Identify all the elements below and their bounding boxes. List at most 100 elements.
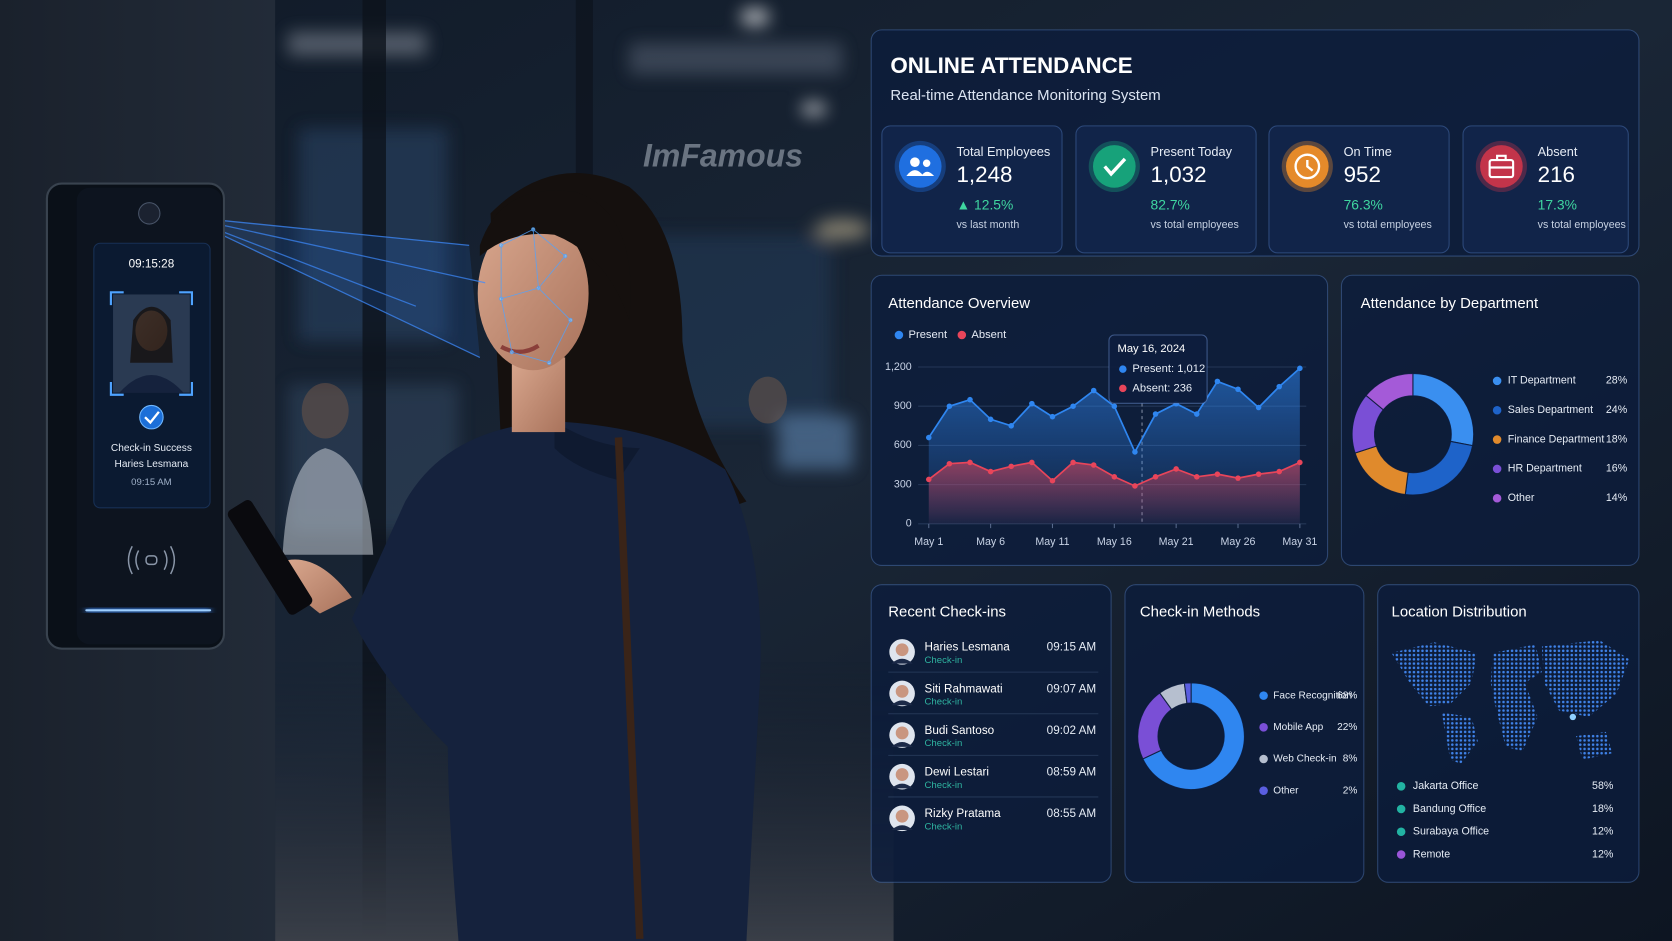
legend-swatch: [1259, 786, 1268, 795]
location-swatch: [1396, 827, 1406, 837]
stat-icon: [1480, 145, 1523, 188]
x-tick-label: May 11: [1035, 536, 1069, 548]
data-point: [1297, 459, 1303, 466]
map: [1391, 640, 1630, 764]
stat-change: ▲ 12.5%: [956, 197, 1013, 213]
data-point: [1214, 471, 1221, 477]
data-point: [967, 396, 973, 403]
stat-value: 952: [1344, 162, 1381, 187]
y-tick-label: 0: [906, 518, 912, 530]
legend-swatch: [957, 330, 967, 340]
location-name: Remote: [1413, 848, 1450, 860]
tooltip-swatch: [1119, 365, 1127, 373]
legend-value: 16%: [1606, 463, 1628, 475]
icon-part: [922, 159, 931, 167]
legend-swatch: [1259, 691, 1268, 700]
stat-value: 216: [1538, 162, 1575, 187]
data-point: [1008, 423, 1015, 429]
legend-label: Finance Department: [1508, 433, 1605, 445]
data-point: [1255, 471, 1262, 477]
avatar-body: [891, 700, 913, 706]
stat-label: Total Employees: [956, 144, 1050, 159]
icon-part: [1294, 153, 1321, 180]
legend-value: 24%: [1606, 404, 1628, 416]
stat-note: vs total employees: [1151, 219, 1239, 231]
checkin-time: 09:15 AM: [1047, 641, 1097, 654]
legend-swatch: [1259, 723, 1268, 732]
location-name: Bandung Office: [1413, 803, 1486, 815]
chart-title: Attendance Overview: [888, 295, 1030, 312]
avatar-face: [895, 726, 909, 740]
data-point: [1255, 404, 1262, 411]
legend-label: HR Department: [1508, 463, 1582, 475]
data-point: [1049, 477, 1056, 484]
legend-swatch: [1259, 754, 1268, 764]
location-share: 58%: [1592, 780, 1614, 792]
stat-note: vs total employees: [1344, 219, 1432, 231]
dashboard-title: ONLINE ATTENDANCE: [890, 53, 1132, 78]
stat-change: 76.3%: [1344, 197, 1383, 213]
data-point: [1235, 475, 1241, 481]
x-tick-label: May 1: [914, 536, 943, 548]
legend-label: Face Recognition: [1273, 690, 1352, 701]
location-share: 12%: [1592, 826, 1614, 838]
avatar-body: [891, 783, 913, 789]
legend-value: 8%: [1343, 754, 1358, 765]
x-tick-label: May 31: [1282, 536, 1317, 548]
y-tick-label: 300: [894, 478, 912, 490]
data-point: [1049, 413, 1056, 420]
stat-note: vs last month: [956, 219, 1019, 231]
data-point: [1194, 411, 1200, 417]
data-point: [1111, 474, 1118, 480]
avatar-face: [895, 643, 909, 657]
data-point: [1070, 403, 1076, 409]
data-point: [925, 476, 932, 483]
legend-label: Absent: [971, 329, 1007, 341]
kiosk-check-time: 09:15 AM: [131, 477, 171, 488]
face-scan-beams: [183, 215, 486, 358]
checkin-status: Check-in: [925, 821, 963, 832]
data-point: [987, 416, 994, 423]
stat-icon-glyph: [1488, 154, 1515, 179]
location-name: Surabaya Office: [1413, 826, 1489, 838]
checkin-time: 08:59 AM: [1047, 766, 1097, 779]
icon-part: [906, 170, 935, 177]
tooltip: [1108, 334, 1208, 404]
location-swatch: [1396, 850, 1406, 859]
woman: [227, 172, 761, 941]
data-point: [1173, 466, 1179, 472]
y-tick-label: 600: [894, 439, 912, 451]
stat-icon: [898, 145, 942, 188]
checkin-name: Rizky Pratama: [925, 807, 1002, 820]
data-point: [1132, 449, 1138, 455]
data-point: [1070, 459, 1076, 466]
legend-label: Other: [1273, 785, 1299, 796]
checkin-status: Check-in: [925, 738, 963, 749]
avatar-body: [891, 825, 913, 831]
data-point: [1276, 468, 1283, 475]
stat-label: Absent: [1538, 144, 1578, 159]
legend-swatch: [1492, 464, 1502, 474]
data-point: [1090, 462, 1097, 468]
legend-label: IT Department: [1508, 375, 1576, 387]
stat-change: 17.3%: [1538, 197, 1577, 213]
data-point: [1132, 483, 1138, 489]
checkin-status: Check-in: [925, 780, 963, 791]
donut-segment: [1142, 682, 1245, 791]
data-point: [1194, 474, 1200, 480]
chart-title: Check-in Methods: [1140, 603, 1260, 620]
icon-part: [1489, 154, 1514, 169]
stat-icon: [1092, 145, 1136, 188]
y-tick-label: 1,200: [885, 361, 912, 373]
data-point: [1111, 403, 1118, 409]
legend-label: Present: [909, 329, 948, 341]
legend-swatch: [1492, 435, 1502, 444]
legend-label: Other: [1508, 492, 1535, 504]
location-swatch: [1396, 804, 1406, 814]
legend-value: 14%: [1606, 492, 1628, 504]
stat-note: vs total employees: [1538, 219, 1626, 231]
checkin-name: Budi Santoso: [925, 724, 995, 737]
data-point: [1152, 411, 1159, 417]
legend-value: 2%: [1343, 785, 1358, 796]
